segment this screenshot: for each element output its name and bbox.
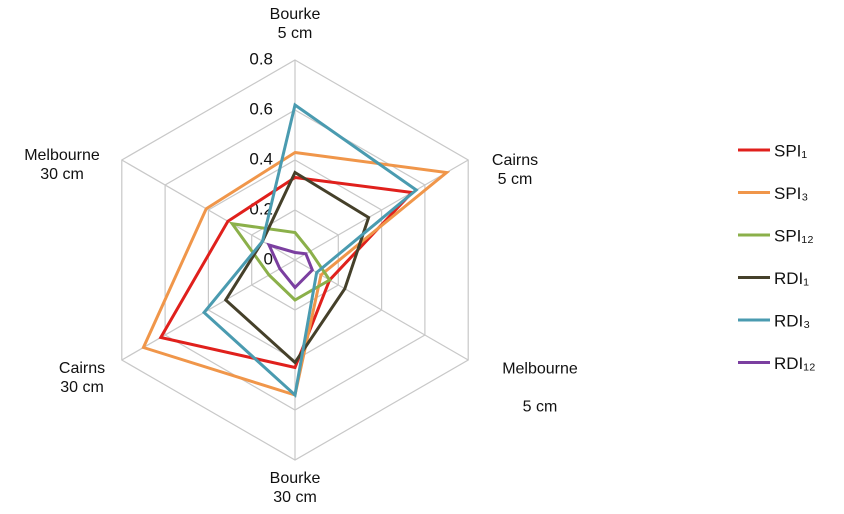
axis-spoke — [121, 259, 296, 361]
axis-spoke — [294, 259, 469, 361]
series-line — [223, 170, 371, 365]
legend-label: SPI₁₂ — [774, 226, 814, 245]
axis-label: Melbourne 5 cm — [502, 360, 578, 416]
axis-label: Cairns 30 cm — [58, 360, 106, 396]
r-tick-label: 0 — [264, 249, 273, 268]
legend-label: SPI₁ — [774, 141, 807, 160]
r-tick-label: 0.4 — [249, 149, 273, 168]
legend-label: RDI₃ — [774, 311, 810, 330]
series-line — [228, 221, 332, 302]
series-line — [266, 242, 315, 290]
axis-label: Bourke 5 cm — [269, 6, 321, 42]
r-tick-label: 0.6 — [249, 99, 273, 118]
legend-label: SPI₃ — [774, 184, 808, 203]
series-line — [202, 102, 419, 398]
axis-label: Cairns 5 cm — [491, 152, 539, 188]
axis-label: Melbourne 30 cm — [24, 147, 100, 183]
r-tick-label: 0.8 — [249, 49, 273, 68]
axis-label: Bourke 30 cm — [269, 470, 321, 506]
legend-label: RDI₁ — [774, 269, 809, 288]
axis-spoke — [121, 159, 296, 261]
legend-label: RDI₁₂ — [774, 354, 816, 373]
